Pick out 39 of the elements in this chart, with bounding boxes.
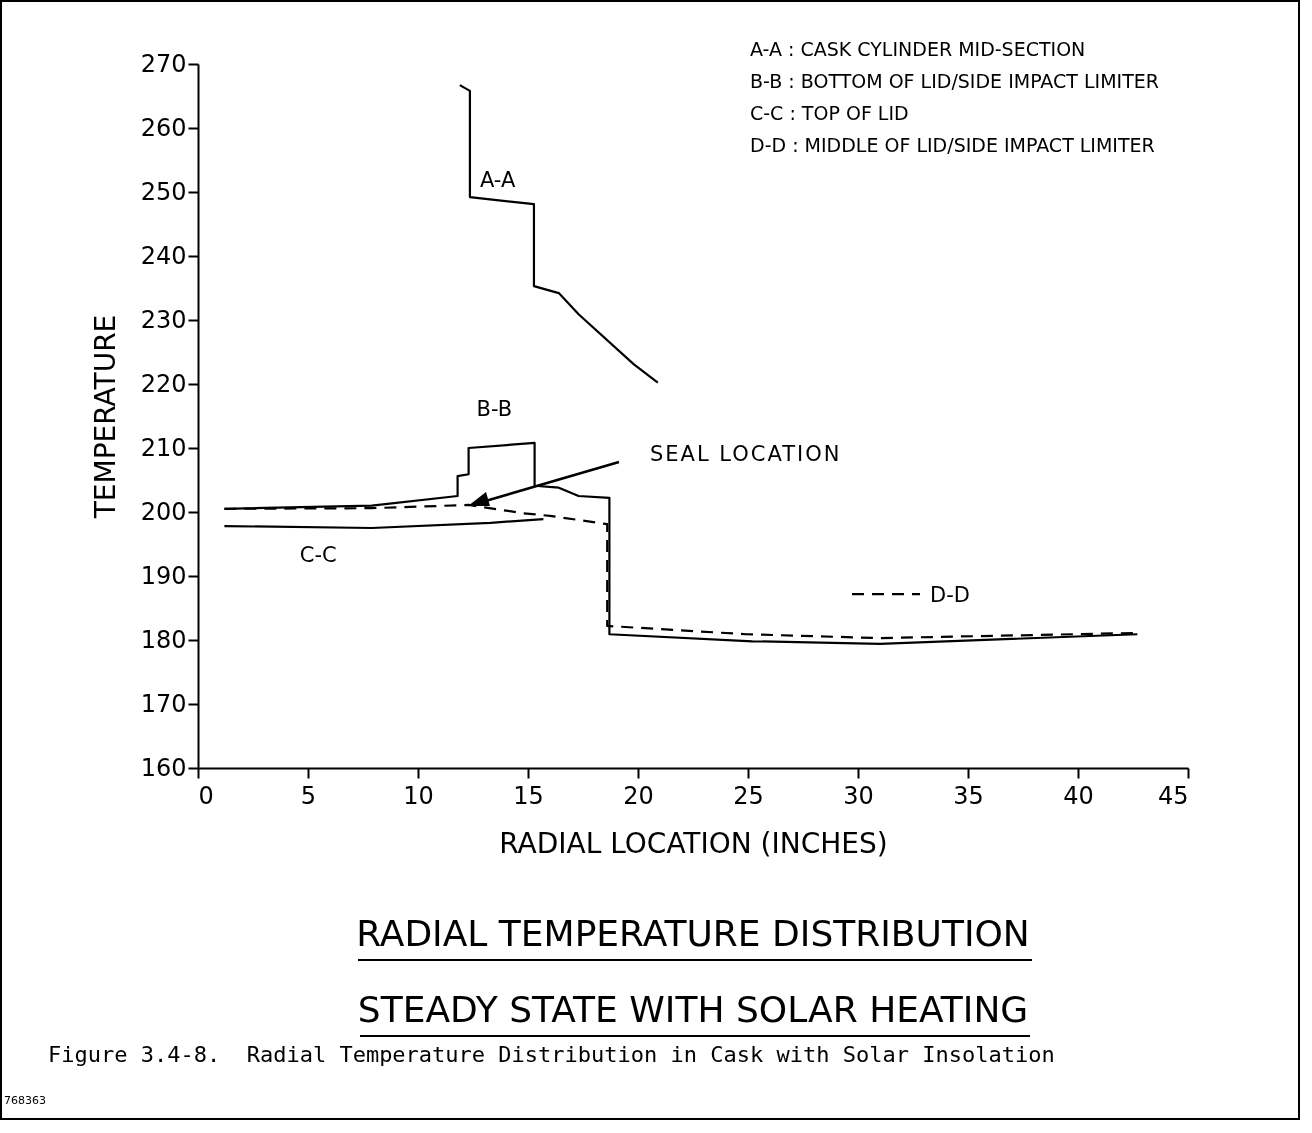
x-tick-label: 45 bbox=[1157, 781, 1189, 810]
series-label: B-B bbox=[476, 397, 513, 421]
text: STEADY STATE WITH SOLAR HEATING bbox=[357, 989, 1029, 1030]
y-tick-label: 170 bbox=[140, 689, 187, 718]
annotation: C-C : TOP OF LID bbox=[750, 102, 909, 124]
series-label: C-C bbox=[299, 543, 337, 567]
x-tick-label: 0 bbox=[198, 781, 214, 810]
y-tick-label: 190 bbox=[140, 561, 187, 590]
text: A-A : CASK CYLINDER MID-SECTION bbox=[750, 38, 1086, 60]
y-tick-label: 230 bbox=[140, 305, 187, 334]
x-tick-label: 5 bbox=[300, 781, 317, 810]
y-tick-label: 160 bbox=[140, 753, 187, 782]
y-tick-label: 220 bbox=[140, 369, 187, 398]
x-tick-label: 20 bbox=[623, 781, 654, 810]
x-tick-label: 25 bbox=[733, 781, 764, 810]
y-axis-title: TEMPERATURE bbox=[88, 314, 122, 520]
text: 768363 bbox=[4, 1094, 46, 1107]
y-tick-label: 240 bbox=[140, 241, 187, 270]
line-series bbox=[458, 84, 659, 384]
annotation: SEAL LOCATION bbox=[650, 442, 842, 466]
x-tick-label: 10 bbox=[403, 781, 434, 810]
line-series bbox=[223, 517, 545, 530]
x-axis-title: RADIAL LOCATION (INCHES) bbox=[499, 826, 888, 860]
x-tick-label: 15 bbox=[513, 781, 544, 810]
x-tick-label: 40 bbox=[1063, 781, 1094, 810]
x-tick-label: 35 bbox=[953, 781, 984, 810]
y-tick-label: 270 bbox=[140, 49, 187, 78]
y-tick-label: 200 bbox=[140, 497, 187, 526]
series-label: A-A bbox=[479, 168, 516, 193]
x-tick-label: 30 bbox=[843, 781, 874, 810]
y-tick-label: 260 bbox=[140, 113, 187, 142]
y-tick-label: 210 bbox=[140, 433, 187, 462]
annotation: D-D : MIDDLE OF LID/SIDE IMPACT LIMITER bbox=[750, 134, 1155, 156]
annotation: B-B : BOTTOM OF LID/SIDE IMPACT LIMITER bbox=[750, 70, 1159, 92]
y-tick-label: 180 bbox=[140, 625, 187, 654]
text: RADIAL TEMPERATURE DISTRIBUTION bbox=[356, 913, 1030, 954]
legend-label: D-D bbox=[930, 583, 970, 608]
y-tick-label: 250 bbox=[140, 177, 187, 206]
caption: Figure 3.4-8. Radial Temperature Distribution in Cask with Solar Insolation bbox=[48, 1042, 1055, 1067]
